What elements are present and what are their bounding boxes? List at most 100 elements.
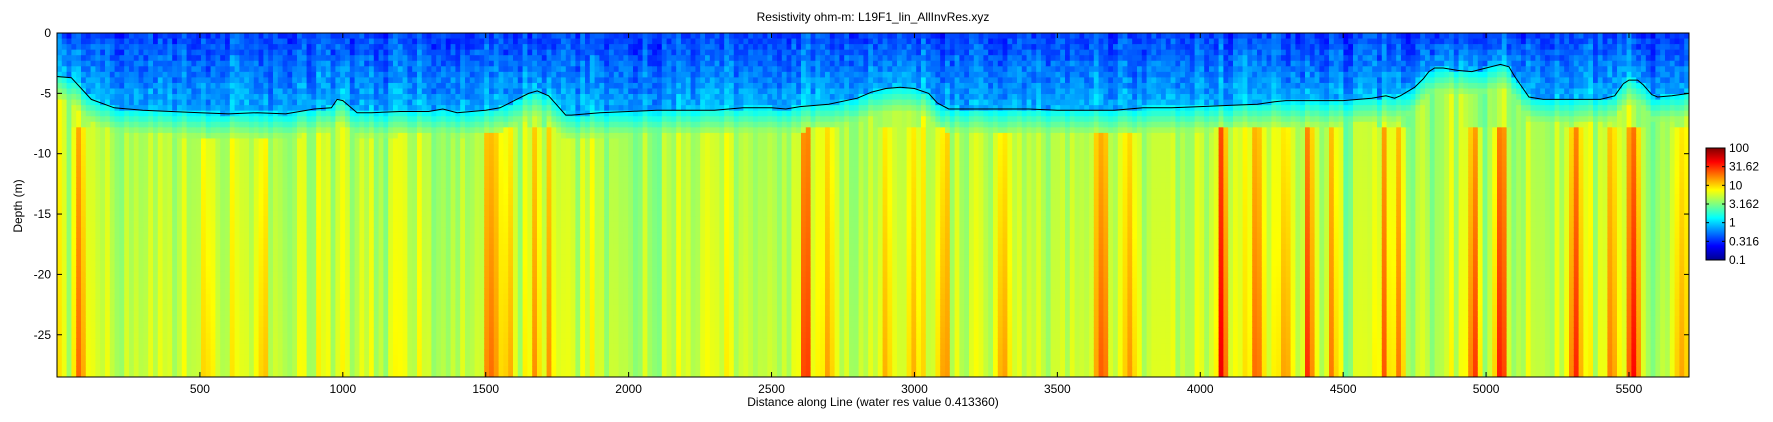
heatmap-cell	[57, 294, 62, 300]
heatmap-cell	[167, 249, 172, 255]
heatmap-cell	[119, 338, 124, 344]
heatmap-cell	[143, 133, 148, 139]
heatmap-cell	[139, 349, 144, 355]
heatmap-cell	[62, 122, 67, 128]
heatmap-cell	[71, 249, 76, 255]
heatmap-cell	[187, 366, 192, 372]
heatmap-cell	[191, 299, 196, 305]
heatmap-cell	[105, 77, 110, 83]
heatmap-cell	[163, 150, 168, 156]
heatmap-cell	[206, 238, 211, 244]
heatmap-cell	[110, 150, 115, 156]
heatmap-cell	[119, 172, 124, 178]
heatmap-cell	[91, 366, 96, 372]
heatmap-cell	[235, 316, 240, 322]
heatmap-cell	[124, 238, 129, 244]
heatmap-cell	[115, 205, 120, 211]
heatmap-cell	[230, 366, 235, 372]
heatmap-cell	[115, 216, 120, 222]
heatmap-cell	[206, 211, 211, 217]
heatmap-cell	[172, 283, 177, 289]
heatmap-cell	[182, 144, 187, 150]
heatmap-cell	[105, 161, 110, 167]
heatmap-cell	[177, 144, 182, 150]
heatmap-cell	[134, 72, 139, 78]
heatmap-cell	[158, 227, 163, 233]
heatmap-cell	[191, 105, 196, 111]
heatmap-cell	[206, 72, 211, 78]
heatmap-cell	[206, 255, 211, 261]
heatmap-cell	[187, 283, 192, 289]
heatmap-cell	[235, 66, 240, 72]
heatmap-cell	[191, 172, 196, 178]
heatmap-cell	[187, 105, 192, 111]
heatmap-cell	[196, 150, 201, 156]
heatmap-cell	[95, 83, 100, 89]
heatmap-cell	[220, 310, 225, 316]
heatmap-cell	[62, 50, 67, 56]
heatmap-cell	[249, 77, 254, 83]
heatmap-cell	[76, 360, 81, 366]
heatmap-cell	[211, 288, 216, 294]
heatmap-cell	[62, 161, 67, 167]
heatmap-cell	[119, 294, 124, 300]
heatmap-cell	[95, 249, 100, 255]
heatmap-cell	[230, 138, 235, 144]
heatmap-cell	[62, 33, 67, 39]
heatmap-cell	[163, 66, 168, 72]
heatmap-cell	[215, 66, 220, 72]
heatmap-cell	[254, 272, 259, 278]
heatmap-cell	[62, 333, 67, 339]
heatmap-cell	[105, 133, 110, 139]
heatmap-cell	[71, 33, 76, 39]
heatmap-cell	[230, 188, 235, 194]
heatmap-cell	[163, 338, 168, 344]
heatmap-cell	[134, 360, 139, 366]
heatmap-cell	[201, 216, 206, 222]
heatmap-cell	[239, 105, 244, 111]
heatmap-cell	[100, 177, 105, 183]
heatmap-cell	[244, 50, 249, 56]
heatmap-cell	[67, 316, 72, 322]
heatmap-cell	[254, 316, 259, 322]
heatmap-cell	[86, 72, 91, 78]
heatmap-cell	[91, 277, 96, 283]
heatmap-cell	[158, 199, 163, 205]
heatmap-cell	[134, 266, 139, 272]
heatmap-cell	[172, 161, 177, 167]
heatmap-cell	[124, 322, 129, 328]
heatmap-cell	[105, 277, 110, 283]
heatmap-cell	[239, 244, 244, 250]
heatmap-cell	[187, 205, 192, 211]
heatmap-cell	[230, 283, 235, 289]
heatmap-cell	[134, 111, 139, 117]
heatmap-cell	[215, 283, 220, 289]
heatmap-cell	[134, 172, 139, 178]
heatmap-cell	[62, 155, 67, 161]
heatmap-cell	[115, 144, 120, 150]
heatmap-cell	[182, 360, 187, 366]
heatmap-cell	[249, 305, 254, 311]
heatmap-cell	[105, 33, 110, 39]
heatmap-cell	[235, 150, 240, 156]
heatmap-cell	[62, 227, 67, 233]
heatmap-cell	[230, 310, 235, 316]
heatmap-cell	[167, 199, 172, 205]
heatmap-cell	[134, 39, 139, 45]
heatmap-cell	[67, 61, 72, 67]
heatmap-cell	[187, 100, 192, 106]
heatmap-cell	[254, 355, 259, 361]
heatmap-cell	[153, 205, 158, 211]
heatmap-cell	[105, 360, 110, 366]
heatmap-cell	[153, 294, 158, 300]
heatmap-cell	[129, 83, 134, 89]
heatmap-cell	[71, 322, 76, 328]
heatmap-cell	[177, 316, 182, 322]
heatmap-cell	[163, 222, 168, 228]
heatmap-cell	[119, 260, 124, 266]
heatmap-cell	[124, 244, 129, 250]
heatmap-cell	[153, 260, 158, 266]
heatmap-cell	[235, 138, 240, 144]
heatmap-cell	[119, 277, 124, 283]
heatmap-cell	[62, 77, 67, 83]
